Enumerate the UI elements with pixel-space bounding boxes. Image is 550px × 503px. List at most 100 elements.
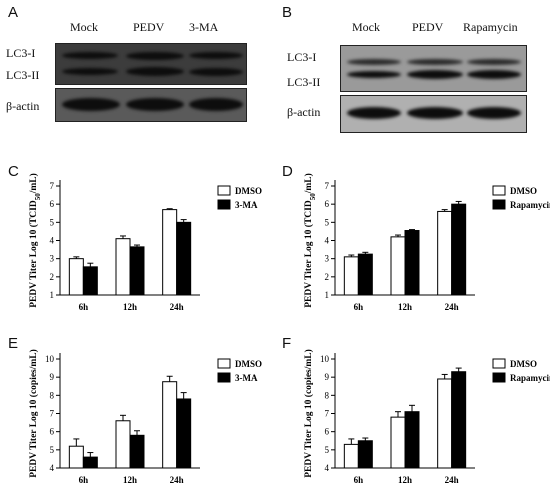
legend-label: DMSO [510, 359, 537, 369]
y-tick-label: 7 [325, 409, 330, 419]
legend-swatch [492, 185, 506, 196]
bar [115, 420, 131, 469]
lane-label-pedv: PEDV [133, 20, 165, 34]
band [62, 52, 118, 59]
x-tick-label: 24h [445, 475, 459, 485]
y-tick-label: 10 [320, 354, 330, 364]
bar [357, 253, 373, 296]
band [189, 68, 243, 76]
y-tick-label: 7 [50, 409, 55, 419]
blot-lc3 [55, 43, 247, 85]
y-tick-label: 5 [50, 445, 55, 455]
bar [68, 258, 84, 296]
bar [343, 256, 359, 296]
x-tick-label: 24h [170, 475, 184, 485]
y-tick-label: 2 [50, 272, 55, 282]
legend-swatch [217, 199, 231, 210]
bar [176, 398, 192, 469]
band [407, 70, 463, 79]
x-tick-label: 6h [79, 475, 89, 485]
lane-label-mock: Mock [352, 20, 380, 34]
bar-chart-d: 1 2 3 4 5 6 7 PEDV Titer Log 10 (TCID50/mL) 6h 12… [303, 173, 550, 312]
panel-letter-c: C [8, 163, 19, 180]
y-tick-label: 3 [50, 254, 55, 264]
legend-swatch [217, 372, 231, 383]
bar [343, 443, 359, 469]
x-tick-label: 12h [123, 475, 137, 485]
y-tick-label: 4 [50, 236, 55, 246]
band [407, 59, 463, 65]
band [126, 98, 184, 111]
lane-label-mock: Mock [70, 20, 98, 34]
bar [390, 416, 406, 469]
row-label-lc3-ii: LC3-II [6, 68, 40, 82]
bar-chart-c: 1 2 3 4 5 6 7 PEDV Titer Log 10 (TCID50/mL) 6h 12… [28, 173, 262, 312]
legend-label: 3-MA [235, 373, 258, 383]
band [407, 107, 463, 119]
bar [437, 378, 453, 469]
legend-label: Rapamycin [510, 373, 550, 383]
bar [404, 230, 420, 296]
lane-label-rapamycin: Rapamycin [463, 20, 518, 34]
legend-swatch [492, 372, 506, 383]
y-tick-label: 1 [50, 290, 55, 300]
bar [451, 371, 467, 469]
band [126, 67, 184, 76]
x-tick-label: 24h [445, 302, 459, 312]
y-tick-label: 6 [50, 199, 55, 209]
y-tick-label: 6 [50, 427, 55, 437]
band [189, 52, 243, 59]
row-label-beta-actin: β-actin [6, 99, 40, 113]
y-tick-label: 4 [325, 236, 330, 246]
x-tick-label: 12h [123, 302, 137, 312]
y-tick-label: 7 [325, 181, 330, 191]
y-tick-label: 5 [325, 217, 330, 227]
y-tick-label: 5 [325, 445, 330, 455]
bar-chart-e: 4 5 6 7 8 9 10 PEDV Titer Log 10 (copies/mL) 6h 1… [28, 349, 262, 485]
bar [129, 246, 145, 296]
blot-beta-actin [55, 88, 247, 122]
x-tick-label: 12h [398, 302, 412, 312]
blot-beta-actin [340, 95, 527, 133]
band [62, 98, 120, 111]
legend-label: DMSO [235, 359, 262, 369]
band [467, 107, 521, 119]
bar [437, 210, 453, 296]
bar [404, 411, 420, 469]
y-tick-label: 2 [325, 272, 330, 282]
legend-swatch [492, 199, 506, 210]
lane-label-pedv: PEDV [412, 20, 444, 34]
panel-letter-b: B [282, 4, 293, 21]
y-axis-label: PEDV Titer Log 10 (TCID50/mL) [28, 173, 42, 308]
row-label-beta-actin: β-actin [287, 105, 321, 119]
y-tick-label: 1 [325, 290, 330, 300]
bar [129, 434, 145, 469]
y-tick-label: 10 [45, 354, 55, 364]
bar-chart-f: 4 5 6 7 8 9 10 PEDV Titer Log 10 (copies/mL) 6h 1… [303, 349, 550, 485]
y-tick-label: 7 [50, 181, 55, 191]
x-tick-label: 12h [398, 475, 412, 485]
legend-label: 3-MA [235, 200, 258, 210]
y-axis-label: PEDV Titer Log 10 (copies/mL) [303, 349, 314, 478]
bar [68, 445, 84, 469]
y-axis-label: PEDV Titer Log 10 (TCID50/mL) [303, 173, 317, 308]
bar [115, 238, 131, 296]
y-tick-label: 8 [50, 390, 55, 400]
legend-swatch [492, 358, 506, 369]
row-label-lc3-ii: LC3-II [287, 75, 321, 89]
bar [82, 266, 98, 296]
y-tick-label: 3 [325, 254, 330, 264]
x-tick-label: 24h [170, 302, 184, 312]
legend-label: DMSO [510, 186, 537, 196]
y-tick-label: 4 [50, 463, 55, 473]
bar [176, 221, 192, 296]
legend-label: DMSO [235, 186, 262, 196]
lane-label-3ma: 3-MA [189, 20, 219, 34]
y-tick-label: 8 [325, 390, 330, 400]
y-axis-label: PEDV Titer Log 10 (copies/mL) [28, 349, 39, 478]
x-tick-label: 6h [354, 302, 364, 312]
row-label-lc3-i: LC3-I [6, 46, 36, 60]
band [347, 71, 401, 78]
x-tick-label: 6h [79, 302, 89, 312]
bar [162, 209, 178, 296]
